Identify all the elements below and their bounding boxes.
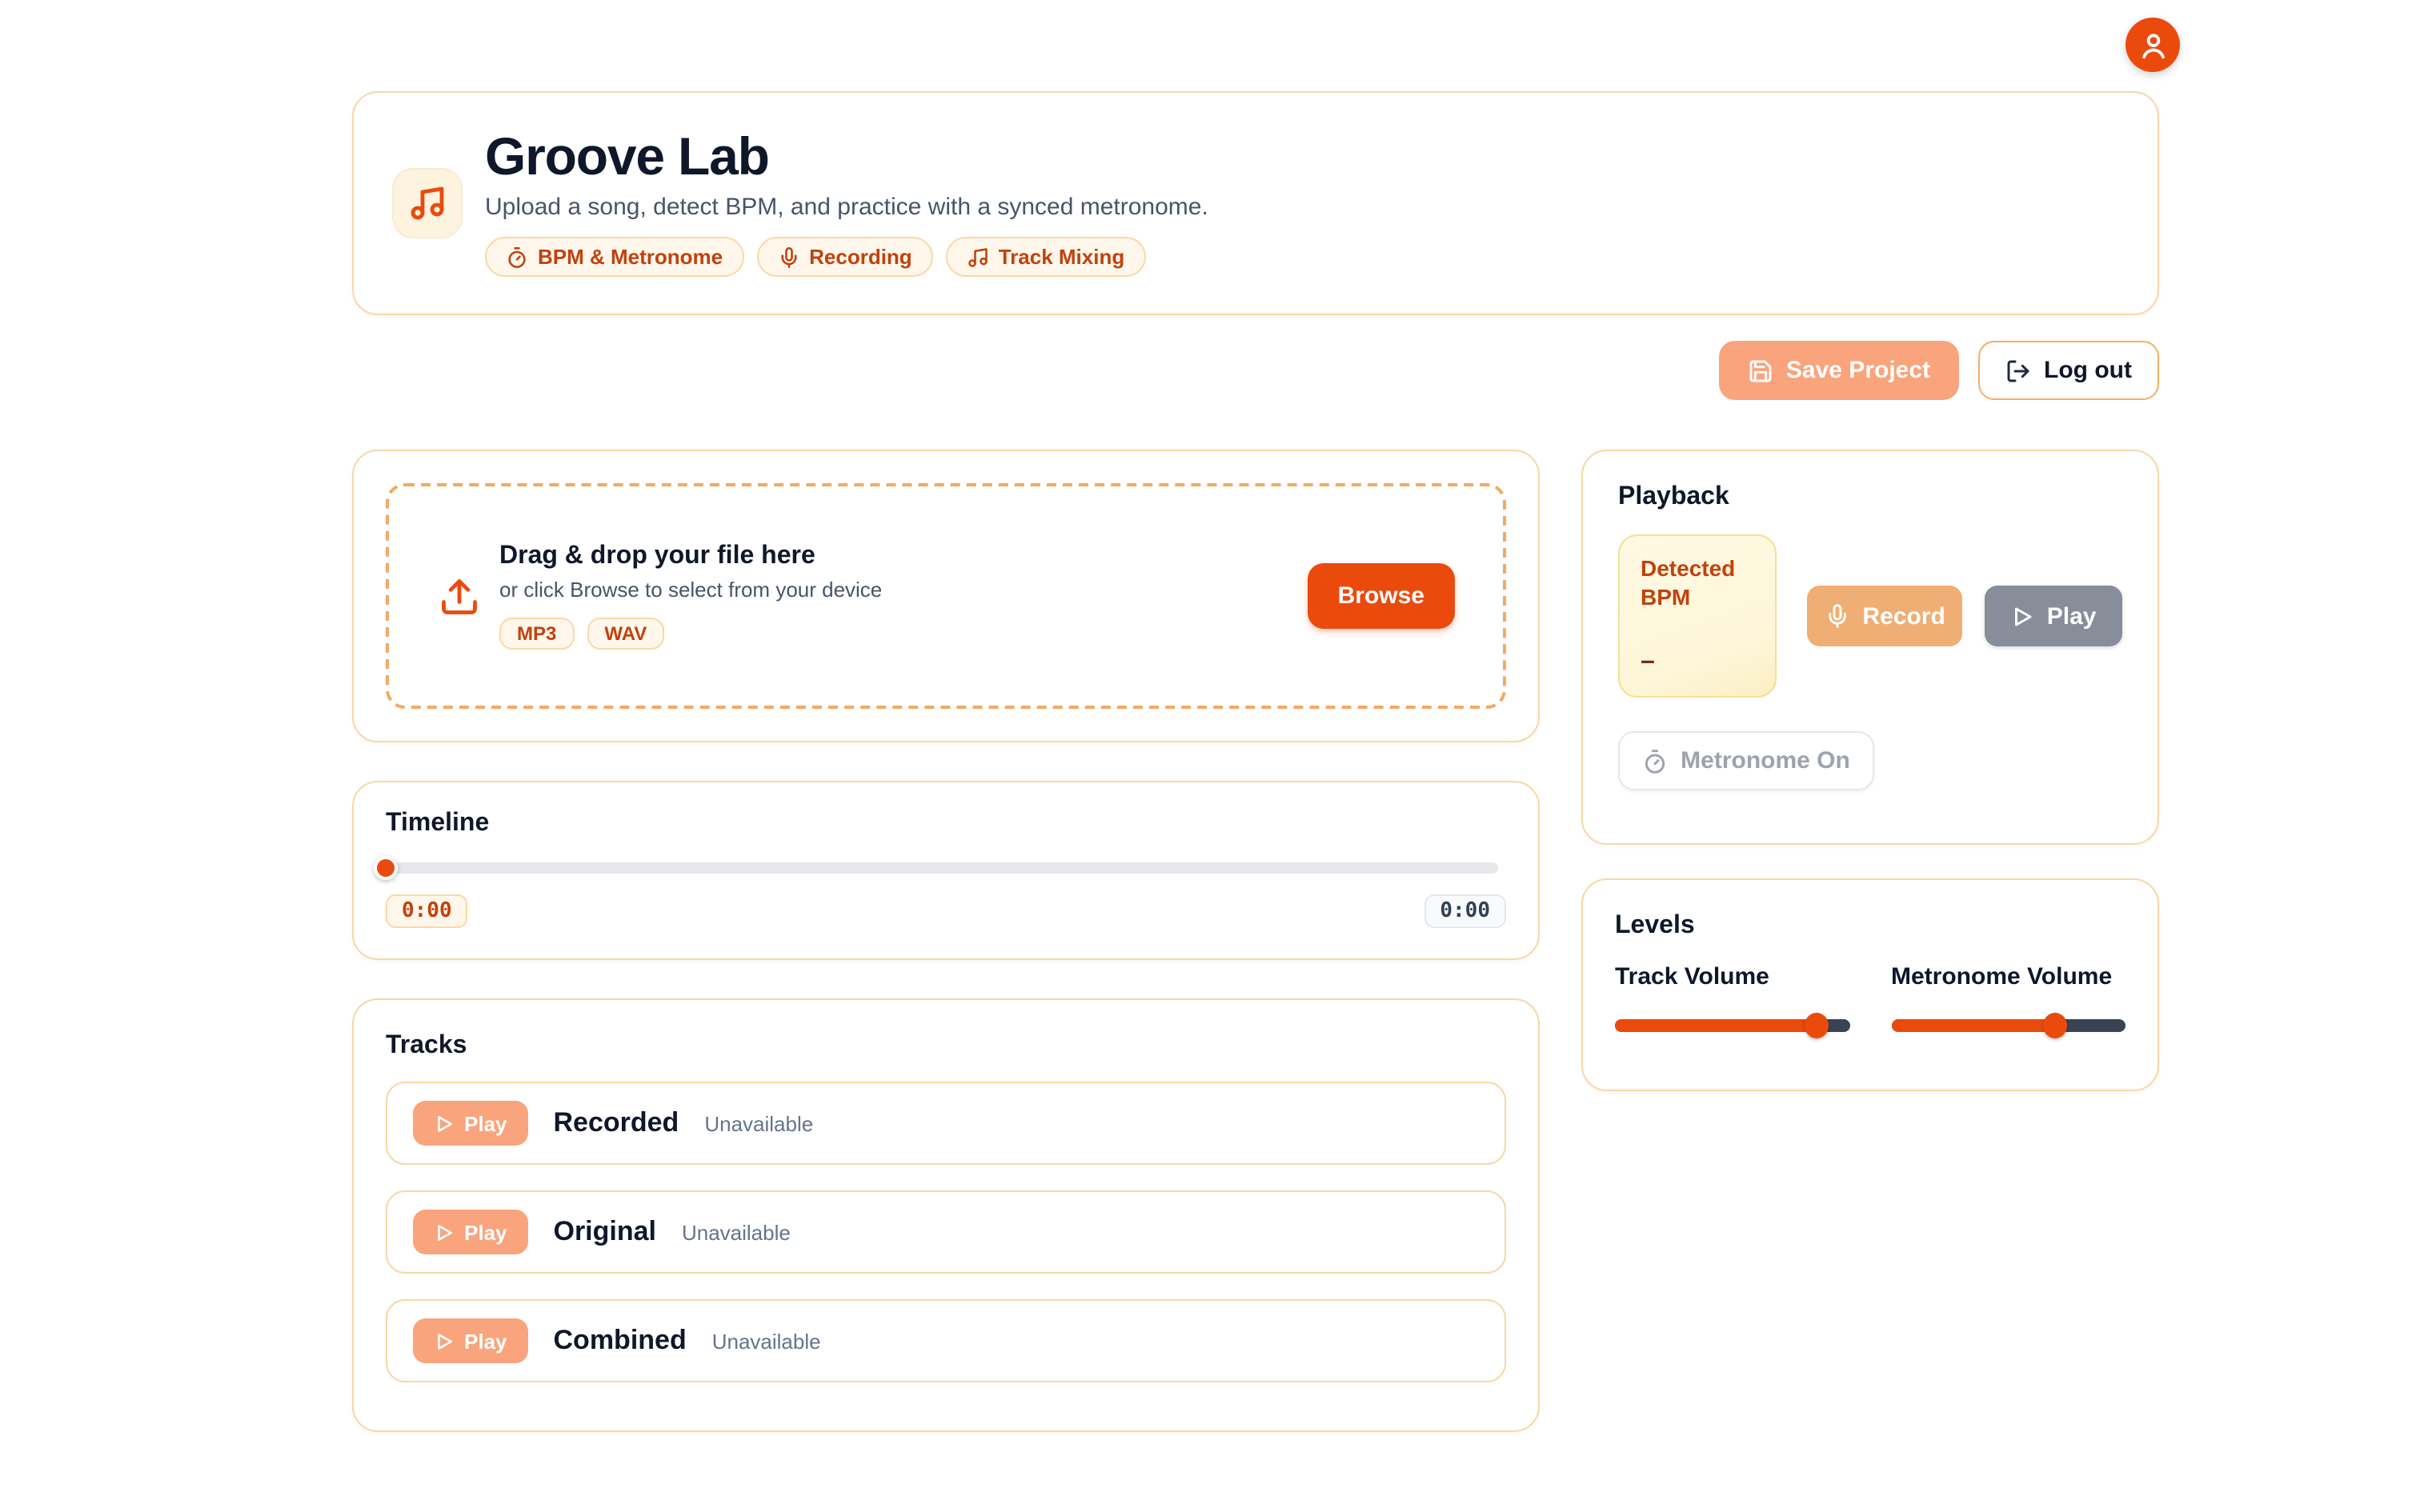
- timeline-slider-thumb[interactable]: [374, 856, 398, 880]
- levels-card: Levels Track Volume Metronome Volume: [1581, 878, 2159, 1091]
- mic-icon: [780, 246, 796, 268]
- format-badge-wav: WAV: [587, 618, 665, 650]
- browse-button[interactable]: Browse: [1307, 563, 1455, 629]
- tracks-card: Tracks Play Recorded Unavailable Play Or…: [352, 998, 1540, 1432]
- play-button-label: Play: [464, 1329, 507, 1353]
- format-badges: MP3 WAV: [499, 618, 882, 650]
- track-volume-control: Track Volume: [1615, 963, 1849, 1038]
- play-combined-button[interactable]: Play: [413, 1318, 528, 1363]
- play-icon: [438, 1224, 452, 1240]
- metronome-toggle-button[interactable]: Metronome On: [1618, 731, 1874, 790]
- feature-badge-recording: Recording: [756, 237, 933, 278]
- upload-icon: [442, 578, 477, 614]
- upload-card: Drag & drop your file here or click Brow…: [352, 450, 1540, 742]
- metronome-volume-slider-track: [1891, 1019, 2126, 1032]
- metronome-volume-slider-thumb[interactable]: [2043, 1013, 2068, 1038]
- play-recorded-button[interactable]: Play: [413, 1101, 528, 1146]
- track-name: Original: [553, 1216, 656, 1246]
- logout-icon: [2007, 359, 2029, 382]
- main-column: Drag & drop your file here or click Brow…: [352, 450, 1540, 1432]
- track-name: Combined: [553, 1325, 687, 1355]
- actions-row: Save Project Log out: [352, 341, 2159, 400]
- side-column: Playback Detected BPM – Record Play Metr…: [1581, 450, 2159, 1091]
- file-dropzone[interactable]: Drag & drop your file here or click Brow…: [386, 483, 1506, 709]
- timeline-card: Timeline 0:00 0:00: [352, 781, 1540, 960]
- user-avatar-button[interactable]: [2126, 18, 2180, 72]
- save-project-button[interactable]: Save Project: [1718, 341, 1960, 400]
- play-button-label: Play: [464, 1111, 507, 1135]
- track-status: Unavailable: [704, 1111, 814, 1135]
- person-icon: [2142, 33, 2164, 58]
- timeline-slider[interactable]: [374, 854, 1506, 880]
- feature-badge-label: Recording: [809, 245, 912, 270]
- mic-icon: [1828, 604, 1846, 628]
- feature-badge-label: BPM & Metronome: [538, 245, 723, 270]
- metronome-button-label: Metronome On: [1681, 747, 1850, 774]
- music-note-icon: [968, 247, 988, 267]
- total-time-badge: 0:00: [1424, 894, 1506, 928]
- page-subtitle: Upload a song, detect BPM, and practice …: [485, 194, 1208, 222]
- timeline-title: Timeline: [386, 810, 490, 837]
- play-icon: [438, 1333, 452, 1349]
- playback-row: Detected BPM – Record Play: [1618, 534, 2122, 698]
- play-icon: [438, 1115, 452, 1131]
- track-status: Unavailable: [681, 1220, 791, 1244]
- timeline-times: 0:00 0:00: [386, 894, 1506, 928]
- record-button-label: Record: [1862, 602, 1945, 630]
- play-button[interactable]: Play: [1984, 586, 2122, 646]
- feature-badge-track-mixing: Track Mixing: [945, 237, 1146, 278]
- dropzone-title: Drag & drop your file here: [499, 542, 815, 570]
- format-badge-mp3: MP3: [499, 618, 575, 650]
- timer-icon: [508, 246, 526, 268]
- track-volume-slider-fill: [1615, 1019, 1817, 1032]
- detected-bpm-box: Detected BPM –: [1618, 534, 1777, 698]
- feature-badge-bpm-metronome: BPM & Metronome: [485, 237, 744, 278]
- logout-button[interactable]: Log out: [1978, 341, 2159, 400]
- track-row-combined: Play Combined Unavailable: [386, 1299, 1506, 1382]
- track-row-recorded: Play Recorded Unavailable: [386, 1082, 1506, 1165]
- play-button-label: Play: [2046, 602, 2097, 630]
- metronome-volume-slider[interactable]: [1891, 1013, 2126, 1038]
- app-header-card: Groove Lab Upload a song, detect BPM, an…: [352, 91, 2159, 315]
- page-title: Groove Lab: [485, 126, 770, 186]
- playback-title: Playback: [1618, 483, 1729, 510]
- play-button-label: Play: [464, 1220, 507, 1244]
- play-icon: [2014, 606, 2032, 626]
- app-logo: [392, 168, 463, 238]
- header-text: Groove Lab Upload a song, detect BPM, an…: [485, 126, 1208, 278]
- timeline-slider-track: [386, 862, 1498, 874]
- logout-button-label: Log out: [2044, 357, 2132, 384]
- tracks-title: Tracks: [386, 1032, 467, 1059]
- dropzone-hint: or click Browse to select from your devi…: [499, 578, 883, 602]
- track-volume-slider[interactable]: [1615, 1013, 1849, 1038]
- track-status: Unavailable: [711, 1329, 821, 1353]
- track-volume-slider-thumb[interactable]: [1804, 1013, 1829, 1038]
- metronome-volume-slider-fill: [1891, 1019, 2056, 1032]
- timer-icon: [1645, 749, 1665, 773]
- dropzone-text: Drag & drop your file here or click Brow…: [499, 542, 882, 650]
- record-button[interactable]: Record: [1807, 586, 1962, 646]
- save-icon: [1749, 359, 1772, 382]
- metronome-volume-label: Metronome Volume: [1891, 963, 2113, 990]
- feature-badge-label: Track Mixing: [998, 245, 1125, 270]
- levels-title: Levels: [1615, 912, 1695, 939]
- current-time-badge: 0:00: [386, 894, 468, 928]
- track-row-original: Play Original Unavailable: [386, 1190, 1506, 1274]
- feature-badges: BPM & Metronome Recording Track Mixing: [485, 237, 1208, 278]
- track-volume-label: Track Volume: [1615, 963, 1769, 990]
- track-volume-slider-track: [1615, 1019, 1849, 1032]
- play-original-button[interactable]: Play: [413, 1210, 528, 1254]
- music-note-icon: [411, 186, 444, 220]
- levels-row: Track Volume Metronome Volume: [1615, 963, 2126, 1038]
- track-name: Recorded: [553, 1107, 679, 1138]
- detected-bpm-value: –: [1641, 648, 1655, 675]
- metronome-volume-control: Metronome Volume: [1891, 963, 2126, 1038]
- playback-card: Playback Detected BPM – Record Play Metr…: [1581, 450, 2159, 845]
- save-button-label: Save Project: [1785, 357, 1931, 384]
- detected-bpm-label: Detected BPM: [1641, 555, 1736, 609]
